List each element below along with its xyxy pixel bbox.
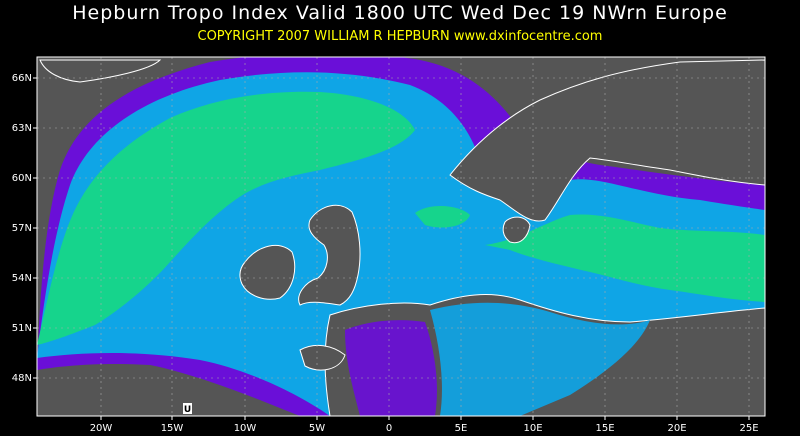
lon-label: 0 (386, 423, 392, 434)
u-marker-label: U (184, 405, 191, 415)
lon-label: 15E (595, 423, 614, 434)
ireland (239, 244, 296, 300)
lon-label: 10E (523, 423, 542, 434)
lat-label: 57N (12, 223, 32, 234)
map-title: Hepburn Tropo Index Valid 1800 UTC Wed D… (72, 2, 728, 24)
longitude-ticks (100, 416, 750, 420)
lon-label: 5W (309, 423, 325, 434)
lat-label: 66N (12, 73, 32, 84)
index-zone-high-northsea (415, 206, 470, 228)
lon-label: 25E (739, 423, 758, 434)
map-frame (36, 56, 766, 417)
lat-label: 48N (12, 373, 32, 384)
lat-label: 63N (12, 123, 32, 134)
scandinavia (449, 59, 765, 222)
index-zone-high-atlantic (37, 91, 415, 345)
graticule (37, 57, 765, 416)
lat-label: 51N (12, 323, 32, 334)
index-zone-high-continent (485, 214, 765, 302)
latitude-ticks (33, 77, 37, 379)
index-zone-low-continent (345, 320, 437, 416)
lon-label: 10W (234, 423, 257, 434)
brittany (299, 344, 346, 371)
lon-label: 15W (161, 423, 184, 434)
denmark (502, 216, 531, 244)
u-marker: U (183, 403, 192, 415)
copyright-line: COPYRIGHT 2007 WILLIAM R HEPBURN www.dxi… (197, 29, 603, 44)
great-britain (298, 204, 361, 306)
lon-label: 5E (455, 423, 468, 434)
lon-label: 20E (667, 423, 686, 434)
iceland-area (39, 59, 162, 83)
lat-label: 54N (12, 273, 32, 284)
index-zone-mid-continent (430, 302, 650, 416)
lat-label: 60N (12, 173, 32, 184)
lon-label: 20W (90, 423, 113, 434)
